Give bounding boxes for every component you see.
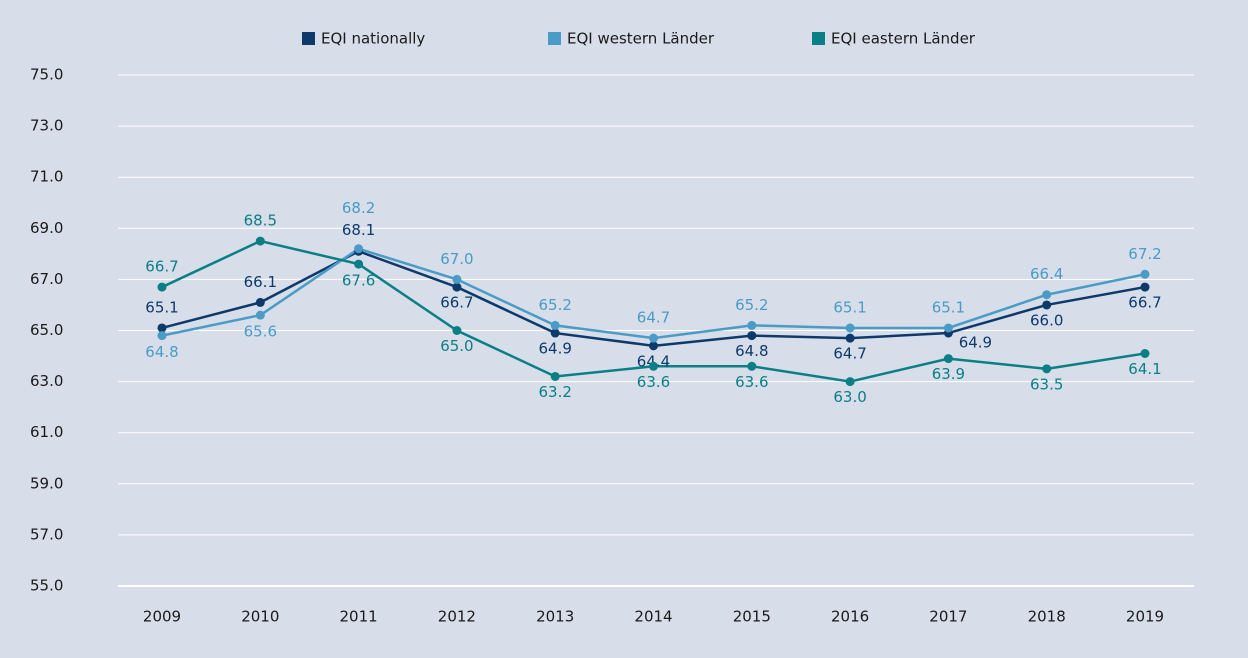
- legend-label: EQI nationally: [321, 30, 425, 48]
- data-point: [157, 282, 167, 292]
- data-label: 68.5: [244, 212, 277, 230]
- data-label: 66.7: [440, 294, 473, 312]
- data-point: [649, 341, 658, 351]
- y-tick-label: 65.0: [30, 321, 63, 339]
- data-point: [255, 236, 265, 246]
- data-point: [747, 320, 757, 330]
- y-tick-label: 55.0: [30, 577, 63, 595]
- data-point: [255, 310, 265, 320]
- y-tick-label: 75.0: [30, 66, 63, 84]
- data-label: 67.2: [1128, 245, 1161, 263]
- data-label: 63.9: [932, 365, 965, 383]
- data-label: 68.1: [342, 221, 375, 239]
- data-point: [845, 323, 855, 333]
- data-point: [452, 274, 462, 284]
- data-point: [649, 361, 658, 371]
- data-label: 68.2: [342, 199, 375, 217]
- data-point: [943, 323, 953, 333]
- data-label: 63.5: [1030, 375, 1063, 393]
- data-point: [845, 333, 855, 343]
- y-tick-label: 61.0: [30, 423, 63, 441]
- data-point: [1042, 364, 1052, 374]
- data-point: [943, 354, 953, 364]
- x-tick-label: 2011: [340, 608, 378, 626]
- data-label: 66.0: [1030, 311, 1063, 329]
- legend-swatch: [548, 32, 561, 45]
- x-tick-label: 2015: [733, 608, 771, 626]
- data-label: 64.9: [959, 334, 992, 352]
- data-label: 65.1: [932, 298, 965, 316]
- data-point: [1140, 269, 1150, 279]
- data-point: [452, 326, 462, 335]
- y-tick-label: 73.0: [30, 117, 63, 135]
- data-label: 65.0: [440, 337, 473, 355]
- data-label: 65.6: [244, 323, 277, 341]
- data-label: 64.7: [637, 309, 670, 327]
- data-label: 64.9: [538, 340, 571, 358]
- x-tick-label: 2019: [1126, 608, 1164, 626]
- data-point: [354, 259, 364, 269]
- y-tick-label: 57.0: [30, 525, 63, 543]
- x-tick-label: 2017: [929, 608, 967, 626]
- data-point: [1042, 290, 1052, 300]
- data-label: 66.7: [1128, 294, 1161, 312]
- data-point: [550, 320, 560, 330]
- data-label: 64.8: [145, 343, 178, 361]
- x-tick-label: 2018: [1028, 608, 1066, 626]
- data-point: [255, 297, 265, 307]
- data-label: 64.7: [833, 345, 866, 363]
- legend-swatch: [302, 32, 315, 45]
- data-point: [452, 282, 462, 292]
- data-label: 64.4: [637, 352, 670, 370]
- x-tick-label: 2014: [634, 608, 672, 626]
- data-point: [157, 331, 167, 341]
- data-label: 65.2: [735, 296, 768, 314]
- x-tick-label: 2010: [241, 608, 279, 626]
- data-label: 64.1: [1128, 360, 1161, 378]
- data-label: 63.6: [735, 373, 768, 391]
- data-point: [1042, 300, 1052, 310]
- x-tick-label: 2013: [536, 608, 574, 626]
- data-point: [649, 333, 658, 343]
- data-label: 67.0: [440, 250, 473, 268]
- y-tick-label: 67.0: [30, 270, 63, 288]
- data-label: 67.6: [342, 272, 375, 290]
- legend-label: EQI eastern Länder: [831, 30, 976, 48]
- x-tick-label: 2009: [143, 608, 181, 626]
- y-tick-label: 71.0: [30, 168, 63, 186]
- data-point: [747, 361, 757, 371]
- x-tick-label: 2016: [831, 608, 869, 626]
- data-label: 66.4: [1030, 265, 1063, 283]
- x-tick-label: 2012: [438, 608, 476, 626]
- data-label: 65.1: [833, 298, 866, 316]
- data-point: [157, 323, 167, 333]
- data-label: 63.2: [538, 383, 571, 401]
- data-point: [1140, 348, 1150, 358]
- data-label: 63.6: [637, 373, 670, 391]
- y-tick-label: 59.0: [30, 474, 63, 492]
- y-tick-label: 63.0: [30, 372, 63, 390]
- legend-swatch: [812, 32, 825, 45]
- data-label: 64.8: [735, 342, 768, 360]
- data-label: 65.2: [538, 296, 571, 314]
- data-point: [354, 244, 364, 254]
- y-tick-label: 69.0: [30, 219, 63, 237]
- data-label: 63.0: [833, 388, 866, 406]
- data-label: 65.1: [145, 298, 178, 316]
- data-point: [550, 371, 560, 381]
- data-point: [845, 377, 855, 387]
- data-label: 66.7: [145, 258, 178, 276]
- data-point: [1140, 282, 1150, 292]
- data-point: [550, 328, 560, 338]
- data-label: 66.1: [244, 273, 277, 291]
- legend-label: EQI western Länder: [567, 30, 715, 48]
- data-point: [747, 331, 757, 341]
